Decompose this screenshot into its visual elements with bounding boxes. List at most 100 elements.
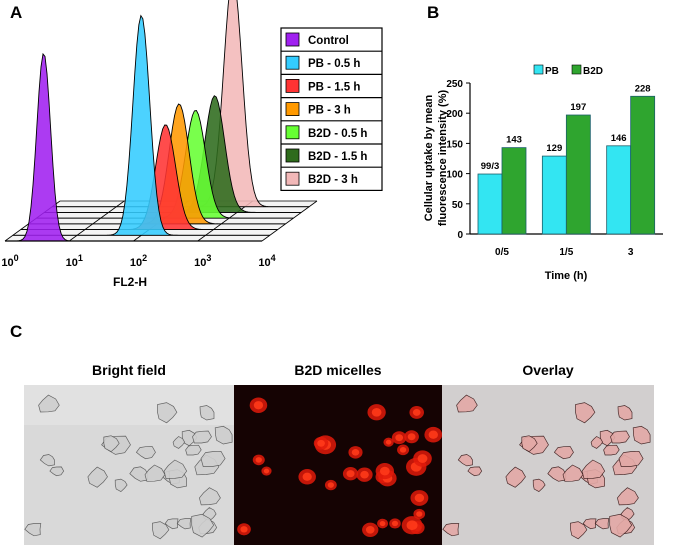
bar-value-label: 143 <box>506 135 522 146</box>
cell-outline <box>157 402 178 424</box>
panel-b-y-tick-label: 50 <box>452 200 464 211</box>
cell-outline <box>38 394 60 413</box>
bar-b2d-0 <box>501 147 527 235</box>
legend-label: B2D - 0.5 h <box>308 128 367 140</box>
overlay-cell <box>456 394 478 413</box>
bright-field-image <box>24 385 234 545</box>
cell-outline <box>200 450 226 467</box>
overlay-cell <box>632 425 651 445</box>
bar-value-label: 197 <box>570 102 586 113</box>
panel-b-letter: B <box>427 3 440 22</box>
cell-outline <box>87 466 108 488</box>
cell-outline <box>214 425 233 445</box>
overlay-cell <box>562 464 584 482</box>
overlay-cell <box>590 436 604 449</box>
cell-outline <box>129 466 149 482</box>
cell-outline <box>199 405 215 421</box>
panel-b-y-axis-label: fluorescence intensity (%) <box>437 90 449 227</box>
cell-outline <box>24 523 42 537</box>
bright-field-title: Bright field <box>92 362 166 378</box>
panel-b-legend-label: PB <box>545 66 559 77</box>
legend-swatch <box>285 125 300 140</box>
overlay-cell <box>594 518 610 530</box>
legend-swatch <box>285 171 300 186</box>
overlay-cell <box>442 523 460 537</box>
cell-outline <box>163 459 188 479</box>
panel-b-x-tick-label: 3 <box>628 247 634 258</box>
panel-a-letter: A <box>10 3 23 22</box>
cell-outline <box>114 478 128 493</box>
overlay-cell <box>617 405 633 421</box>
overlay-cell <box>505 466 526 488</box>
panel-b-y-axis-label: Cellular uptake by mean <box>423 94 435 221</box>
overlay-image <box>442 385 654 545</box>
legend-swatch <box>285 32 300 47</box>
overlay-cell <box>603 444 620 456</box>
legend-swatch <box>285 102 300 116</box>
overlay-title: Overlay <box>522 362 574 378</box>
overlay-cell <box>467 466 483 477</box>
overlay-cell <box>553 446 574 460</box>
panel-b-y-tick-label: 100 <box>446 170 463 181</box>
overlay-cell <box>570 521 588 540</box>
cell-outline <box>144 464 166 482</box>
cell-outline <box>172 436 186 449</box>
panel-b-legend-swatch <box>533 64 544 75</box>
bar-value-label: 146 <box>611 133 627 144</box>
panel-b-x-axis-label: Time (h) <box>545 270 588 282</box>
bar-pb-1 <box>541 155 567 235</box>
cell-outline <box>192 430 212 444</box>
panel-b-x-tick-label: 1/5 <box>559 247 573 258</box>
b2d-micelles-title: B2D micelles <box>294 362 382 378</box>
cell-outline <box>49 466 65 477</box>
cell-outline <box>191 513 215 538</box>
overlay-cell <box>457 454 473 467</box>
overlay-cell <box>547 466 567 482</box>
overlay-cell <box>575 402 596 424</box>
cell-outline <box>176 518 192 530</box>
legend-label: B2D - 1.5 h <box>308 151 367 163</box>
panel-a-x-axis-label: FL2-H <box>113 275 147 289</box>
panel-b-y-tick-label: 150 <box>446 139 463 150</box>
bar-value-label: 129 <box>546 143 562 154</box>
panel-b-y-tick-label: 0 <box>457 230 463 241</box>
cell-outline <box>164 518 179 530</box>
overlay-cell <box>617 487 639 506</box>
overlay-cell <box>532 478 546 493</box>
legend-label: B2D - 3 h <box>308 174 358 186</box>
b2d-micelles-image <box>234 385 442 545</box>
cell-outline <box>39 454 55 467</box>
panel-b-legend-label: B2D <box>583 66 603 77</box>
overlay-cell <box>599 429 616 447</box>
bar-pb-2 <box>606 145 632 235</box>
overlay-cell <box>610 430 630 444</box>
overlay-cell <box>581 459 606 479</box>
legend-swatch <box>285 55 300 70</box>
overlay-cell <box>609 513 633 538</box>
legend-label: Control <box>308 35 349 47</box>
panel-b-bar-chart: 0 50 100 150 200 250 Cellular uptake by mean fl… <box>423 64 663 282</box>
panel-c-letter: C <box>10 322 23 341</box>
cell-outline <box>152 521 170 540</box>
overlay-cell <box>582 518 597 530</box>
overlay-cell <box>521 435 538 453</box>
cell-outline <box>185 444 202 456</box>
bar-b2d-1 <box>565 114 591 235</box>
panel-b-y-tick-label: 250 <box>446 79 463 90</box>
bar-b2d-2 <box>630 95 656 235</box>
legend-swatch <box>285 79 300 93</box>
legend-label: PB - 1.5 h <box>308 81 360 93</box>
cell-outline <box>199 487 221 506</box>
cell-outline <box>103 435 120 453</box>
panel-b-y-tick-label: 200 <box>446 109 463 120</box>
bar-pb-0 <box>477 173 503 235</box>
bar-value-label: 99/3 <box>481 161 500 172</box>
legend-label: PB - 0.5 h <box>308 58 360 70</box>
legend-swatch <box>285 148 300 163</box>
bar-value-label: 228 <box>635 83 651 94</box>
panel-b-x-tick-label: 0/5 <box>495 247 509 258</box>
overlay-cell <box>618 450 644 467</box>
cell-outline <box>181 429 198 447</box>
legend-label: PB - 3 h <box>308 105 351 117</box>
